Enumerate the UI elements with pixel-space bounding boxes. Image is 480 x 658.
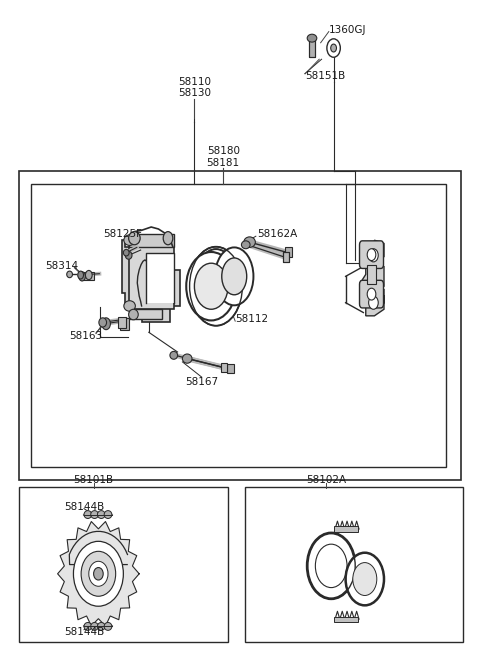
Ellipse shape — [94, 568, 103, 580]
Ellipse shape — [170, 351, 178, 359]
Ellipse shape — [125, 251, 132, 259]
Ellipse shape — [84, 511, 92, 519]
Bar — [227, 364, 234, 373]
Ellipse shape — [163, 232, 173, 245]
Ellipse shape — [124, 235, 135, 245]
Bar — [129, 234, 174, 247]
Ellipse shape — [97, 622, 105, 630]
Bar — [118, 317, 126, 328]
Text: 58180: 58180 — [207, 146, 240, 157]
Bar — [283, 252, 289, 262]
Polygon shape — [362, 286, 384, 316]
Polygon shape — [362, 240, 384, 290]
Ellipse shape — [331, 44, 336, 52]
Ellipse shape — [129, 232, 140, 245]
Text: 58112: 58112 — [235, 314, 268, 324]
Text: 58162A: 58162A — [257, 228, 297, 239]
Ellipse shape — [99, 318, 107, 327]
Ellipse shape — [244, 237, 255, 247]
Ellipse shape — [81, 551, 116, 596]
Ellipse shape — [85, 270, 92, 280]
Ellipse shape — [222, 258, 247, 295]
Bar — [129, 309, 162, 319]
Text: 58151B: 58151B — [305, 70, 345, 81]
Ellipse shape — [67, 271, 72, 278]
Ellipse shape — [104, 622, 112, 630]
Ellipse shape — [91, 511, 98, 519]
Ellipse shape — [196, 249, 236, 310]
Ellipse shape — [209, 261, 228, 288]
Ellipse shape — [190, 247, 242, 326]
Bar — [334, 617, 358, 622]
Polygon shape — [122, 240, 180, 322]
Bar — [221, 363, 227, 372]
Ellipse shape — [123, 249, 129, 256]
Ellipse shape — [327, 39, 340, 57]
Bar — [81, 272, 94, 280]
Ellipse shape — [307, 34, 317, 42]
Ellipse shape — [196, 249, 236, 310]
Ellipse shape — [129, 309, 138, 320]
Bar — [146, 253, 174, 303]
Bar — [120, 318, 129, 330]
Text: 58125F: 58125F — [103, 228, 142, 239]
Ellipse shape — [79, 272, 85, 281]
Ellipse shape — [307, 533, 355, 599]
Text: 1360GJ: 1360GJ — [329, 24, 366, 35]
Text: 58167: 58167 — [185, 376, 218, 387]
Ellipse shape — [369, 249, 378, 262]
Ellipse shape — [73, 542, 123, 606]
Text: 58110: 58110 — [178, 77, 211, 88]
Bar — [309, 40, 315, 57]
Ellipse shape — [182, 354, 192, 363]
Bar — [334, 526, 358, 532]
Polygon shape — [58, 522, 139, 626]
FancyBboxPatch shape — [360, 241, 384, 268]
Bar — [245, 487, 463, 642]
Text: 58101B: 58101B — [73, 475, 114, 486]
Ellipse shape — [346, 553, 384, 605]
Bar — [283, 252, 289, 262]
Text: 58181: 58181 — [206, 157, 240, 168]
Ellipse shape — [89, 561, 108, 586]
Text: 58163: 58163 — [70, 330, 103, 341]
Ellipse shape — [124, 301, 135, 311]
Bar — [285, 247, 292, 257]
Text: 58144B: 58144B — [64, 501, 104, 512]
Bar — [367, 265, 376, 284]
FancyBboxPatch shape — [360, 280, 384, 308]
Ellipse shape — [369, 296, 378, 309]
Ellipse shape — [241, 241, 250, 249]
Text: 58130: 58130 — [178, 88, 211, 99]
Bar — [31, 184, 446, 467]
Bar — [19, 487, 228, 642]
Bar — [19, 171, 461, 480]
Ellipse shape — [186, 252, 236, 320]
Ellipse shape — [91, 622, 98, 630]
Ellipse shape — [353, 563, 377, 595]
Bar — [129, 247, 174, 309]
Ellipse shape — [215, 247, 253, 305]
Ellipse shape — [203, 253, 234, 296]
Text: 58144B: 58144B — [64, 626, 104, 637]
Ellipse shape — [97, 511, 105, 519]
Ellipse shape — [84, 622, 92, 630]
Ellipse shape — [367, 288, 376, 300]
Ellipse shape — [78, 271, 84, 279]
Bar — [309, 40, 315, 57]
Ellipse shape — [194, 263, 228, 309]
Text: 58102A: 58102A — [306, 475, 347, 486]
Text: 58314: 58314 — [46, 261, 79, 272]
Ellipse shape — [102, 318, 110, 330]
Ellipse shape — [367, 249, 376, 261]
Ellipse shape — [104, 511, 112, 519]
